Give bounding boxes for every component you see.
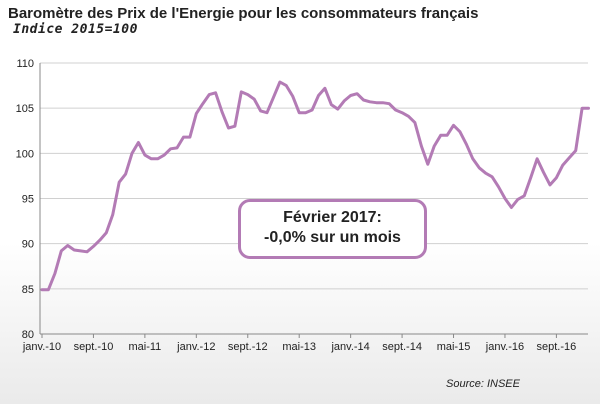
x-tick-label: janv.-14 <box>330 341 369 353</box>
x-tick-label: sept.-16 <box>537 341 577 353</box>
annotation-callout: Février 2017: -0,0% sur un mois <box>238 199 427 259</box>
x-tick-label: janv.-16 <box>485 341 524 353</box>
y-tick-label: 95 <box>22 194 34 206</box>
annotation-line-2: -0,0% sur un mois <box>264 229 401 246</box>
x-tick-label: janv.-10 <box>22 341 61 353</box>
x-tick-label: sept.-12 <box>228 341 268 353</box>
series-line <box>40 80 590 292</box>
source-note: Source: INSEE <box>446 378 520 390</box>
x-tick-label: sept.-14 <box>382 341 422 353</box>
x-tick-label: sept.-10 <box>74 341 114 353</box>
x-tick-label: janv.-12 <box>176 341 215 353</box>
x-tick-label: mai-11 <box>128 341 161 353</box>
y-tick-label: 100 <box>16 148 34 160</box>
x-tick-label: mai-15 <box>437 341 471 353</box>
chart-subtitle: Indice 2015=100 <box>13 22 138 37</box>
annotation-line-1: Février 2017: <box>283 209 382 226</box>
chart-title: Baromètre des Prix de l'Energie pour les… <box>8 5 479 22</box>
y-tick-label: 80 <box>22 329 34 341</box>
y-tick-label: 85 <box>22 284 34 296</box>
x-tick-label: mai-13 <box>282 341 316 353</box>
y-tick-label: 110 <box>16 58 34 70</box>
y-axis: 80 85 90 95 100 105 110 <box>16 58 41 341</box>
y-tick-label: 105 <box>16 103 34 115</box>
y-tick-label: 90 <box>22 239 34 251</box>
x-axis: janv.-10 sept.-10 mai-11 janv.-12 sept.-12 ma… <box>22 334 576 353</box>
